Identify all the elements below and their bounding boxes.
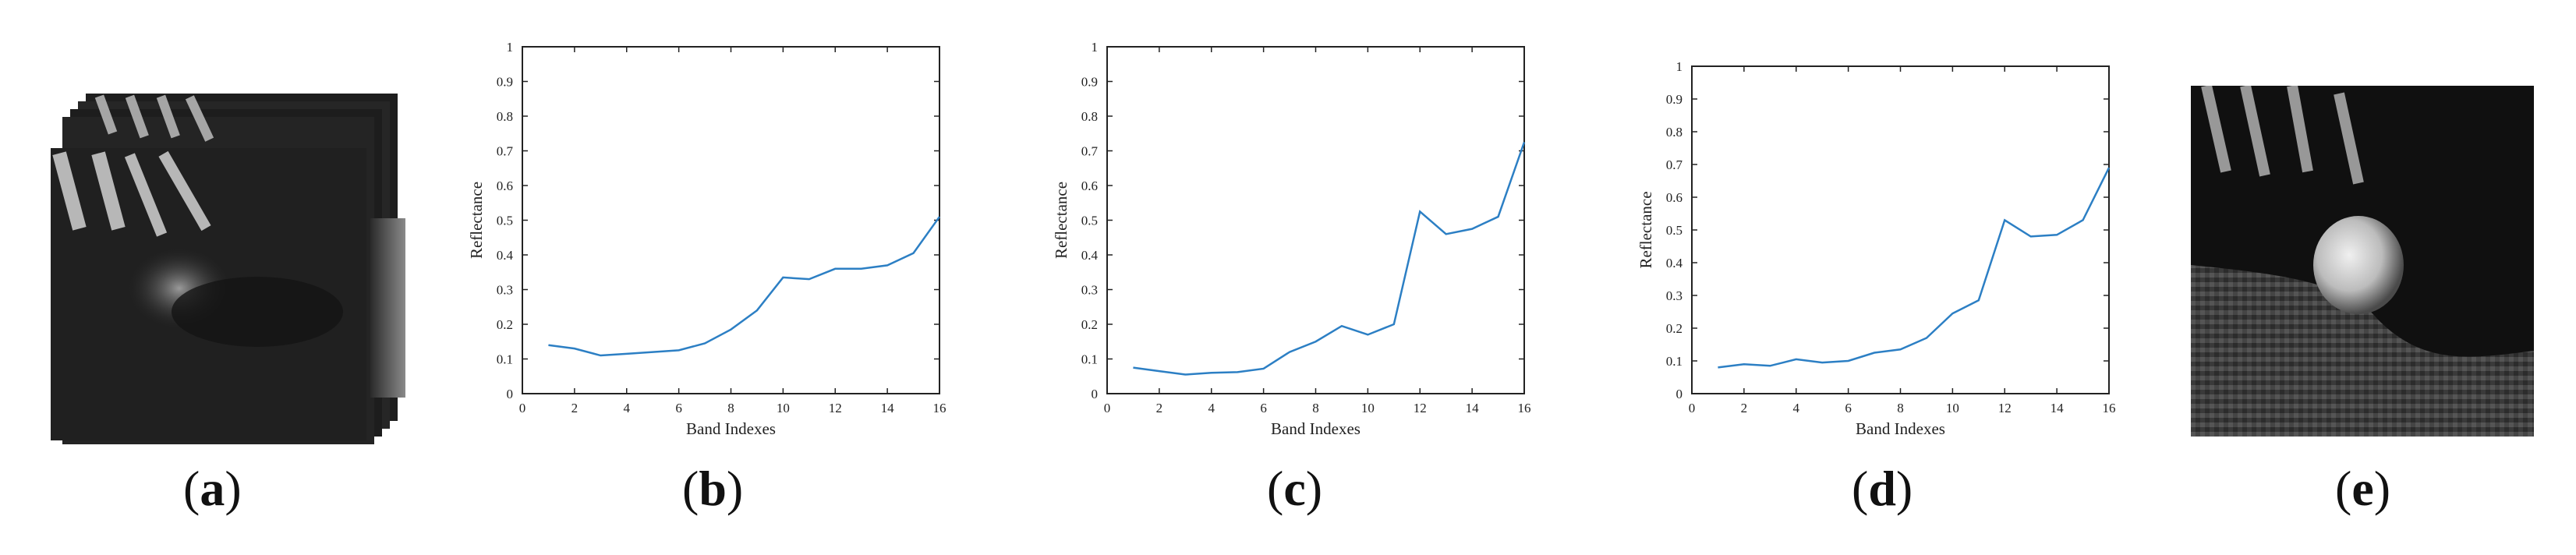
y-tick-label: 0.4 — [1666, 256, 1683, 270]
y-tick-label: 0.9 — [497, 75, 513, 90]
x-tick-label: 16 — [2103, 401, 2116, 415]
y-tick-label: 0.7 — [1666, 157, 1683, 172]
y-tick-label: 1 — [1092, 40, 1099, 55]
x-axis-label: Band Indexes — [1271, 419, 1361, 438]
y-tick-label: 0 — [507, 387, 514, 401]
y-tick-label: 0.8 — [497, 109, 513, 124]
x-axis-label: Band Indexes — [1856, 419, 1945, 438]
x-tick-label: 12 — [1998, 401, 2012, 415]
x-tick-label: 8 — [1312, 401, 1319, 415]
y-tick-label: 0.5 — [497, 214, 513, 228]
y-tick-label: 0.2 — [1666, 321, 1683, 336]
panel-a: (a) — [47, 86, 413, 516]
chart-d: 00.10.20.30.40.50.60.70.80.910 2 4 6 8 10 12 14… — [1637, 59, 2116, 438]
chart-c: 00.10.20.30.40.50.60.70.80.910 2 4 6 8 10 12 14… — [1052, 40, 1531, 438]
panel-label-c: (c) — [1267, 461, 1323, 516]
y-tick-label: 0.3 — [497, 283, 513, 298]
y-tick-label: 0.3 — [1666, 288, 1683, 303]
y-tick-label: 0.2 — [1081, 317, 1098, 332]
x-tick-label: 4 — [1208, 401, 1215, 415]
x-tick-label: 12 — [829, 401, 842, 415]
x-tick-label: 16 — [1518, 401, 1531, 415]
y-tick-label: 0.2 — [497, 317, 513, 332]
x-tick-label: 10 — [1946, 401, 1959, 415]
x-tick-label: 0 — [1104, 401, 1111, 415]
x-tick-label: 6 — [1260, 401, 1267, 415]
x-tick-label: 16 — [933, 401, 947, 415]
x-tick-label: 0 — [1689, 401, 1696, 415]
panel-c: 0 0.1 0.2 0.3 0.4 0.5 0.6 0.7 0.8 0.9 1 0 2 4 6 8 10 12 14… — [1045, 31, 1544, 516]
chart-b: 00.10.20.30.40.50.60.70.80.910 2 4 6 8 10 12 14… — [467, 40, 947, 438]
y-tick-label: 0.1 — [497, 352, 513, 367]
y-tick-label: 1 — [1676, 59, 1683, 74]
x-tick-label: 6 — [1845, 401, 1852, 415]
x-tick-label: 2 — [1156, 401, 1163, 415]
y-tick-label: 0.4 — [1081, 248, 1099, 263]
series-line — [1133, 141, 1526, 376]
y-tick-label: 0.7 — [1081, 144, 1099, 159]
hyperspectral-cube-image — [51, 94, 405, 444]
x-tick-label: 2 — [571, 401, 579, 415]
plot-frame — [522, 46, 940, 394]
y-tick-label: 0.1 — [1081, 352, 1098, 367]
y-tick-label: 1 — [507, 40, 514, 55]
x-tick-label: 14 — [1466, 401, 1480, 415]
y-axis-label: Reflectance — [467, 182, 486, 259]
y-tick-label: 0.9 — [1081, 75, 1098, 90]
plot-frame — [1691, 65, 2110, 394]
single-band-image — [2191, 84, 2534, 437]
y-axis-label: Reflectance — [1052, 182, 1070, 259]
y-tick-label: 0.6 — [1081, 179, 1098, 193]
x-tick-label: 10 — [1361, 401, 1375, 415]
x-tick-label: 4 — [624, 401, 631, 415]
x-tick-label: 0 — [519, 401, 526, 415]
y-tick-label: 0.9 — [1666, 92, 1683, 107]
x-tick-label: 6 — [675, 401, 682, 415]
panel-label-b: (b) — [682, 461, 744, 516]
x-tick-label: 8 — [1897, 401, 1904, 415]
x-tick-label: 4 — [1793, 401, 1800, 415]
series-line — [1718, 167, 2111, 369]
x-tick-label: 12 — [1414, 401, 1427, 415]
x-tick-label: 2 — [1741, 401, 1748, 415]
panel-d: 0 0.1 0.2 0.3 0.4 0.5 0.6 0.7 0.8 0.9 1 0 2 4 6 8 10 12 14… — [1629, 51, 2128, 516]
x-tick-label: 14 — [881, 401, 895, 415]
y-tick-label: 0.6 — [1666, 190, 1683, 205]
y-tick-label: 0.1 — [1666, 354, 1683, 369]
x-tick-label: 8 — [727, 401, 734, 415]
x-axis-label: Band Indexes — [686, 419, 776, 438]
y-tick-label: 0.8 — [1081, 109, 1098, 124]
y-tick-label: 0 — [1676, 387, 1683, 401]
y-axis-label: Reflectance — [1637, 191, 1655, 268]
series-line — [548, 216, 941, 357]
y-tick-label: 0.6 — [497, 179, 513, 193]
y-tick-label: 0.7 — [497, 144, 514, 159]
y-tick-label: 0.8 — [1666, 125, 1683, 140]
y-tick-label: 0.3 — [1081, 283, 1098, 298]
panel-e: (e) — [2191, 84, 2534, 522]
y-tick-label: 0.4 — [497, 248, 514, 263]
y-tick-label: 0.5 — [1666, 223, 1683, 238]
panel-label-e: (e) — [2335, 461, 2391, 516]
y-tick-label: 0.5 — [1081, 214, 1098, 228]
x-tick-label: 14 — [2051, 401, 2065, 415]
y-tick-label: 0 — [1092, 387, 1099, 401]
panel-label-d: (d) — [1852, 461, 1913, 516]
panel-label-a: (a) — [183, 461, 242, 516]
x-tick-label: 10 — [777, 401, 790, 415]
panel-b: 0 0.1 0.2 0.3 0.4 0.5 0.6 0.7 0.8 0.9 1 0 2 4 6 8 10 12 14… — [460, 31, 959, 516]
